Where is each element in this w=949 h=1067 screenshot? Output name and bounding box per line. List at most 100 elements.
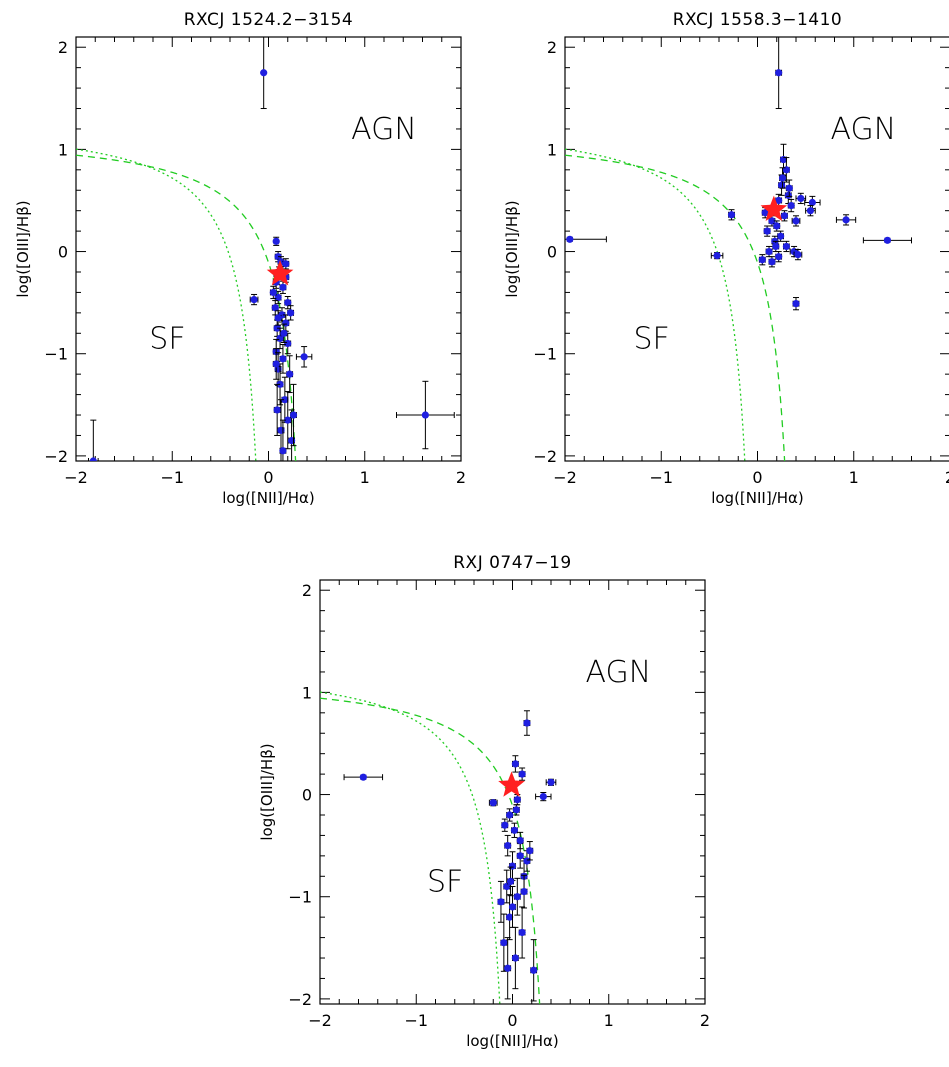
y-tick-label: −2 <box>533 447 557 466</box>
x-tick-label: −2 <box>308 1011 332 1030</box>
plot-area <box>565 37 912 461</box>
data-point <box>286 370 294 378</box>
y-tick-label: 0 <box>58 243 68 262</box>
data-point <box>506 811 514 819</box>
data-point <box>523 719 531 727</box>
data-point <box>289 411 298 419</box>
x-tick-label: 0 <box>507 1011 517 1030</box>
data-point <box>272 237 280 245</box>
y-tick-label: 2 <box>58 38 68 57</box>
data-point <box>279 355 287 363</box>
data-point <box>775 196 783 205</box>
data-point <box>530 966 538 974</box>
data-point <box>497 898 505 906</box>
x-axis-label: log([NII]/Hα) <box>222 489 315 507</box>
data-point <box>761 209 769 217</box>
y-axis-label: log([OIII]/Hβ) <box>503 200 521 297</box>
data-point <box>513 796 521 804</box>
data-point <box>518 770 526 778</box>
data-point <box>300 353 308 361</box>
data-point <box>504 842 512 850</box>
data-point <box>506 877 515 885</box>
data-point <box>797 194 805 203</box>
kauffmann-curve <box>76 148 257 461</box>
data-point <box>782 242 790 251</box>
data-point <box>768 217 776 225</box>
data-point <box>288 436 296 445</box>
data-point <box>777 181 786 189</box>
data-point <box>792 300 800 308</box>
star-marker <box>498 771 525 797</box>
data-point <box>758 256 766 264</box>
data-point <box>785 184 793 192</box>
data-point <box>792 217 800 225</box>
plot-frame <box>319 579 706 1005</box>
plot-area <box>320 691 557 1004</box>
data-point <box>489 799 497 807</box>
chart-panel-1: RXCJ 1524.2−3154 −2 −1 0 1 2 −2 −1 0 1 2 log([NII]/… <box>14 10 466 507</box>
data-point <box>526 847 534 855</box>
data-point <box>539 792 547 801</box>
x-tick-label: 2 <box>700 1011 710 1030</box>
region-label-sf: SF <box>427 865 463 900</box>
x-tick-label: −2 <box>553 468 577 487</box>
y-tick-label: −2 <box>44 447 68 466</box>
y-tick-label: −1 <box>44 345 68 364</box>
data-point <box>518 928 526 937</box>
data-point <box>503 882 511 891</box>
data-point <box>279 283 287 291</box>
kewley-curve <box>76 154 297 461</box>
data-point <box>260 69 268 77</box>
kauffmann-curve <box>320 691 501 1004</box>
kauffmann-curve <box>565 148 746 461</box>
chart-title: RXJ 0747−19 <box>453 553 572 573</box>
chart-panel-3: RXJ 0747−19 −2 −1 0 1 2 −2 −1 0 1 2 log([NII]/Hα) lo… <box>258 553 710 1050</box>
data-point <box>547 778 555 786</box>
y-tick-label: 0 <box>302 786 312 805</box>
chart-panel-2: RXCJ 1558.3−1410 −2 −1 0 1 2 −2 −1 0 1 2 log([NII]/… <box>503 10 949 507</box>
x-tick-label: 1 <box>360 468 370 487</box>
chart-title: RXCJ 1524.2−3154 <box>184 10 354 30</box>
region-label-agn: AGN <box>351 112 417 147</box>
data-point <box>272 360 280 368</box>
data-point <box>778 174 787 182</box>
x-tick-label: −1 <box>649 468 673 487</box>
x-tick-label: −1 <box>160 468 184 487</box>
data-point <box>273 406 281 414</box>
data-point <box>359 773 367 781</box>
data-point <box>520 888 528 896</box>
data-point <box>287 309 295 317</box>
data-point <box>269 288 277 297</box>
y-tick-label: 2 <box>302 581 312 600</box>
x-tick-label: 0 <box>752 468 762 487</box>
data-point <box>713 252 721 260</box>
data-point <box>284 416 292 424</box>
x-tick-label: 1 <box>604 1011 614 1030</box>
y-tick-label: −2 <box>288 990 312 1009</box>
kewley-curve <box>565 154 786 461</box>
data-point <box>883 236 892 244</box>
data-point <box>808 198 816 207</box>
data-point <box>787 201 795 210</box>
data-point <box>763 227 771 235</box>
y-tick-label: 2 <box>547 38 557 57</box>
y-tick-label: −1 <box>533 345 557 364</box>
data-point <box>276 334 284 342</box>
region-label-sf: SF <box>633 322 669 357</box>
data-point <box>89 457 97 461</box>
data-point <box>284 339 292 348</box>
data-point <box>516 852 524 860</box>
kewley-curve <box>320 697 541 1004</box>
data-point <box>794 251 802 259</box>
data-point <box>765 247 773 256</box>
data-point <box>282 319 290 327</box>
data-point <box>271 304 279 312</box>
data-point <box>421 411 429 419</box>
region-label-sf: SF <box>149 322 185 357</box>
data-point <box>508 862 517 870</box>
data-point <box>775 253 783 261</box>
data-point <box>775 69 783 77</box>
y-tick-label: 1 <box>547 140 557 159</box>
plot-frame <box>564 36 949 462</box>
